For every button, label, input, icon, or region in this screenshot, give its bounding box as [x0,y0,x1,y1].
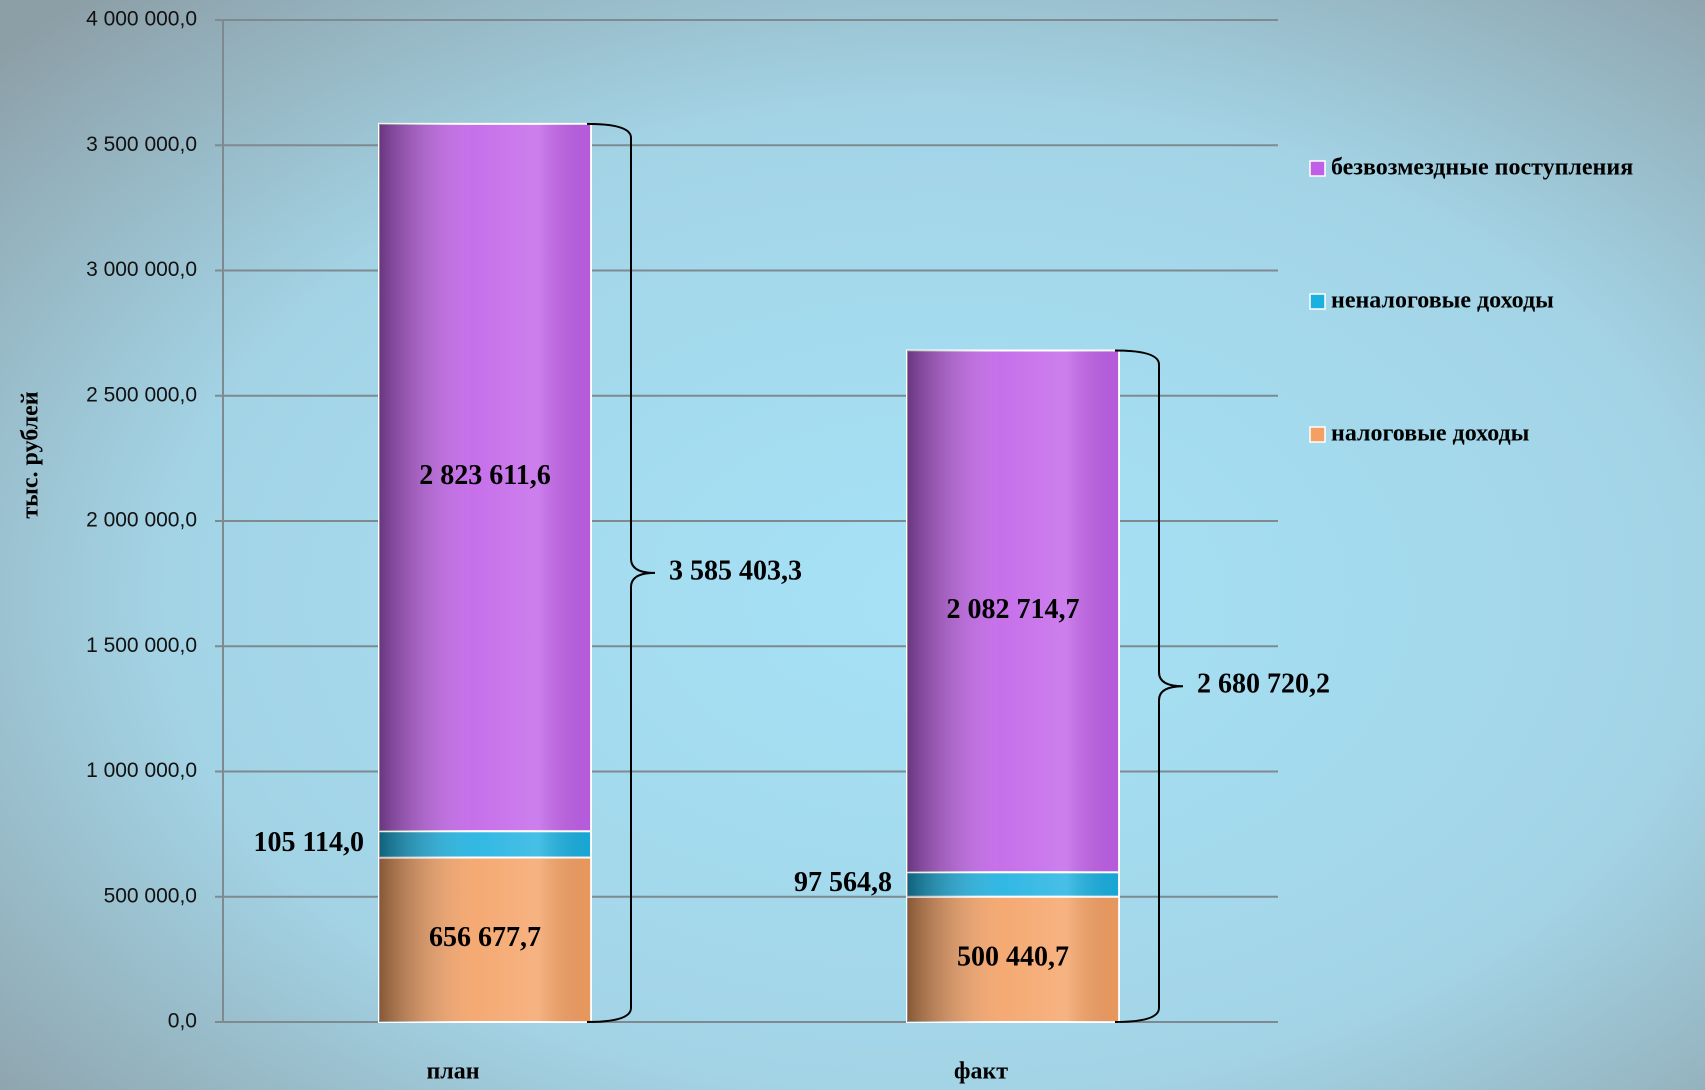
y-tick-label: 3 000 000,0 [86,258,197,281]
data-label: 97 564,8 [794,867,892,898]
y-tick-label: 0,0 [168,1010,197,1033]
bar-shade [379,123,591,832]
data-label: 656 677,7 [429,922,541,953]
data-label: 500 440,7 [957,942,1069,973]
total-label: 2 680 720,2 [1197,669,1330,700]
legend-marker [1309,426,1326,443]
y-tick-label: 2 000 000,0 [86,509,197,532]
y-tick-label: 2 500 000,0 [86,383,197,406]
data-label: 2 823 611,6 [419,460,550,491]
bar-shade [907,350,1119,873]
legend-label: налоговые доходы [1331,421,1530,447]
legend-marker [1309,293,1326,310]
bar-shade [379,831,591,858]
x-tick-label: план [426,1059,479,1085]
y-tick-label: 1 000 000,0 [86,759,197,782]
y-tick-label: 500 000,0 [104,884,197,907]
y-tick-label: 4 000 000,0 [86,8,197,31]
bar-shade [907,896,1119,1022]
x-tick-label: факт [954,1059,1008,1085]
data-label: 2 082 714,7 [947,594,1080,625]
y-tick-label: 1 500 000,0 [86,634,197,657]
bar-shade [907,872,1119,897]
data-label: 105 114,0 [254,827,364,858]
total-label: 3 585 403,3 [669,555,802,586]
y-tick-label: 3 500 000,0 [86,133,197,156]
legend-label: безвозмездные поступления [1331,155,1633,181]
total-brace [1114,349,1184,1023]
y-axis-label: тыс. рублей [18,391,44,518]
legend-marker [1309,160,1326,177]
bar-shade [379,857,591,1022]
total-brace [586,122,656,1023]
legend-label: неналоговые доходы [1331,288,1554,314]
